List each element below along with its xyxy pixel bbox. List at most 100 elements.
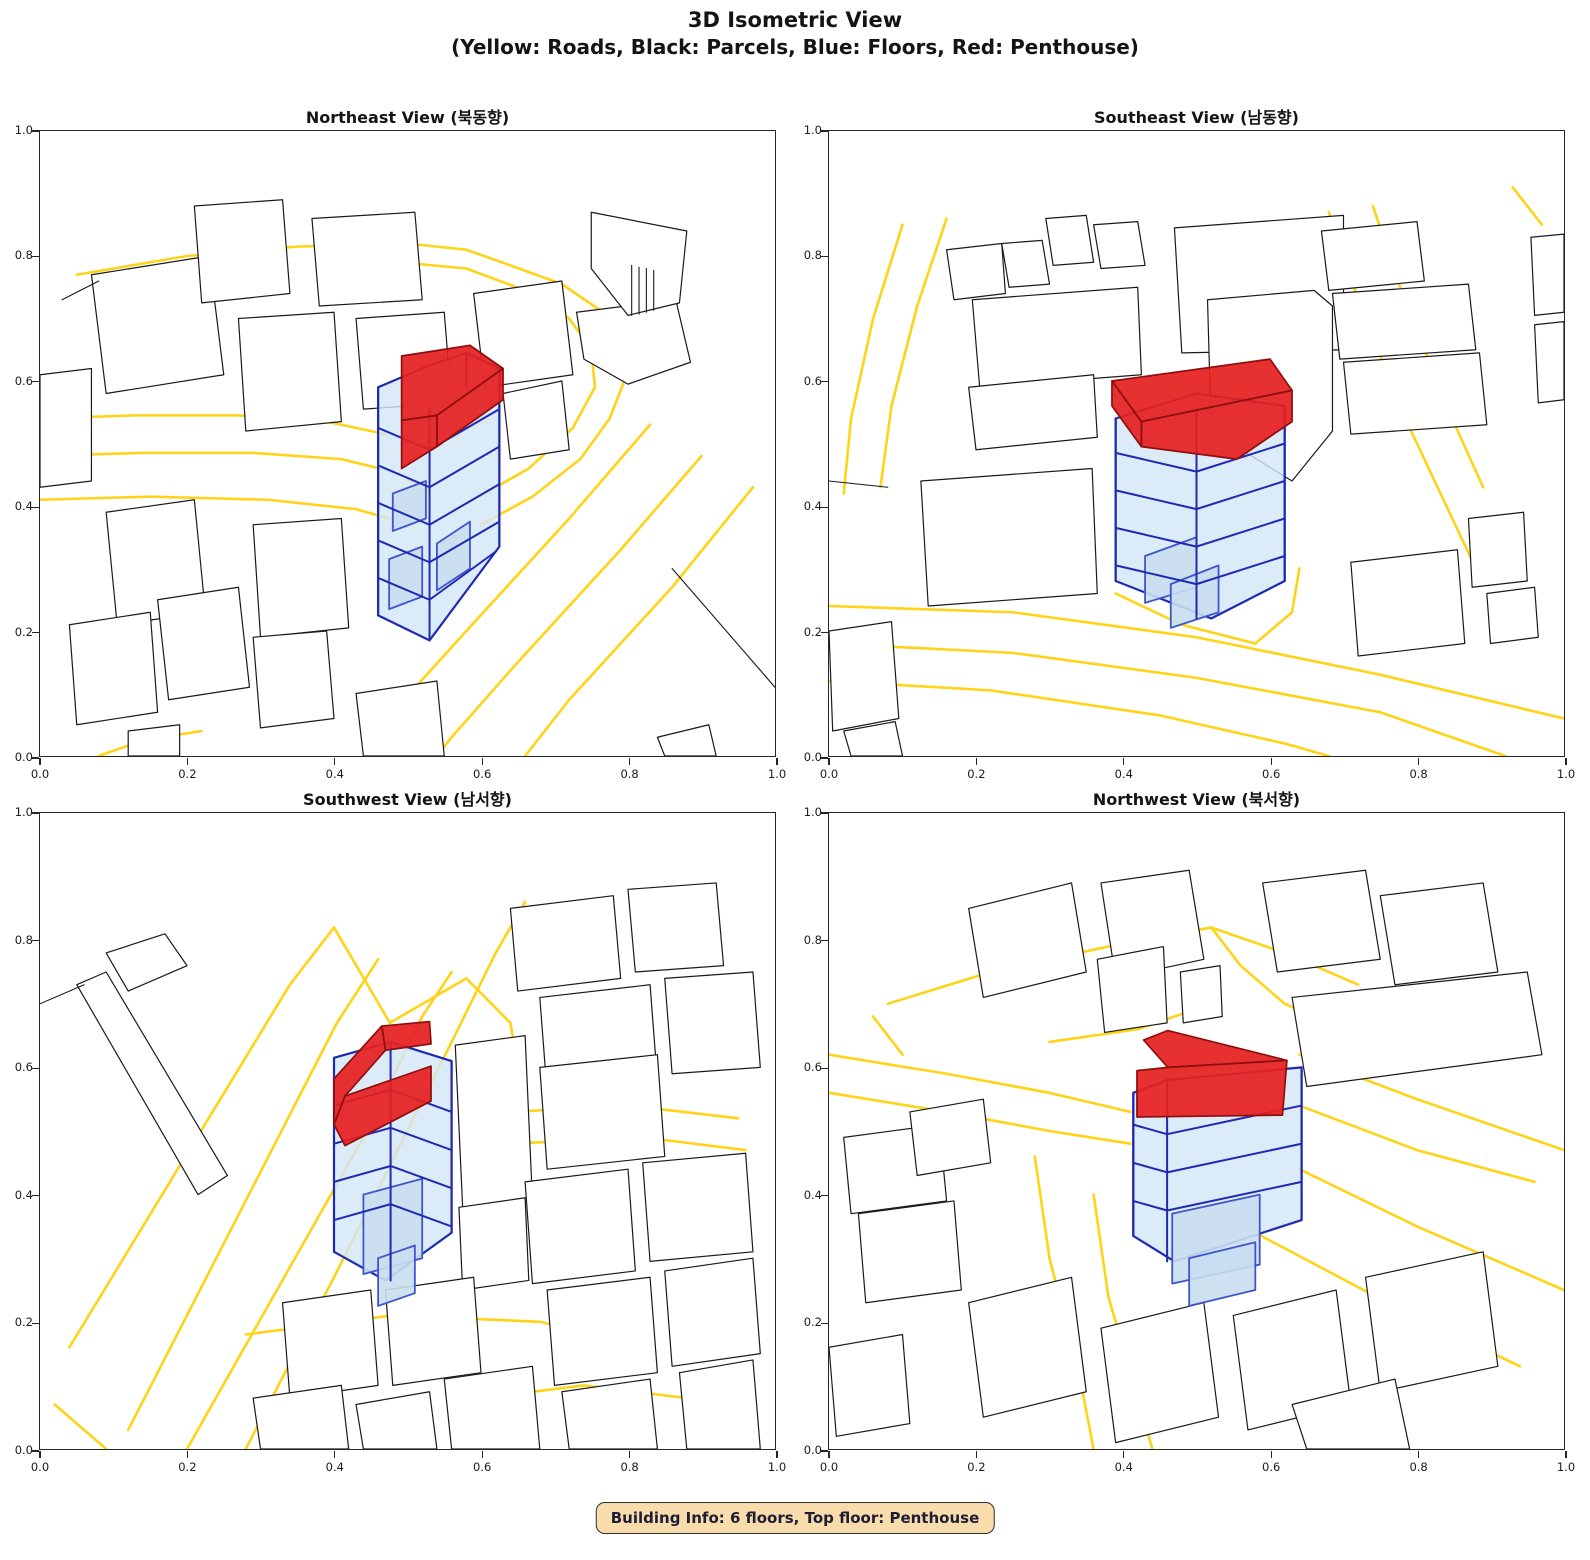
parcel-outline [77, 972, 228, 1195]
parcel-outline [540, 1055, 665, 1169]
parcel-outline [1180, 966, 1222, 1023]
road-line [829, 606, 1564, 719]
y-tick-label: 0.4 [803, 1187, 822, 1202]
y-tick-label: 1.0 [14, 123, 33, 137]
parcel-outline [1101, 870, 1204, 978]
parcel-outline [969, 883, 1087, 997]
x-tick-label: 0.0 [819, 767, 839, 781]
x-tick-label: 0.0 [30, 1460, 50, 1474]
x-tick-label: 0.2 [967, 1460, 986, 1474]
parcel-outline [665, 972, 761, 1074]
parcel-outline [91, 256, 223, 394]
subplot-title-northeast: Northeast View (북동향) [305, 108, 510, 127]
subplot-title-northwest: Northwest View (북서향) [1092, 790, 1301, 809]
y-tick-mark [821, 130, 828, 132]
y-tick-mark [821, 1450, 828, 1452]
parcel-outline [1531, 234, 1564, 315]
x-tick-mark [1270, 758, 1272, 765]
y-tick-label: 0.0 [803, 750, 822, 764]
x-tick-label: 0.8 [1409, 1460, 1428, 1474]
y-tick-label: 1.0 [803, 805, 822, 819]
road-line [1299, 1169, 1564, 1290]
parcel-outline [643, 1153, 753, 1261]
y-tick-mark [32, 255, 39, 258]
road-line [1116, 569, 1300, 644]
penthouse-face [1112, 381, 1141, 447]
parcel-outline [1046, 215, 1094, 265]
x-tick-mark [186, 1451, 189, 1458]
x-tick-mark [975, 758, 978, 765]
road-line [69, 927, 334, 1347]
parcel-outline [1101, 1303, 1219, 1443]
parcel-outline [1468, 512, 1527, 587]
parcel-outline [1332, 284, 1475, 359]
parcel-outline [1366, 1252, 1498, 1392]
road-line [829, 1055, 1130, 1112]
subplot-northeast: Northeast View (북동향) 0.0 0.0 0.2 0.2 0.4 0.4 0… [15, 108, 786, 781]
parcel-outline [910, 1099, 991, 1175]
x-tick-label: 1.0 [1556, 1460, 1576, 1474]
y-tick-label: 0.8 [14, 248, 33, 263]
parcel-outline [858, 1201, 961, 1303]
road-line [437, 456, 702, 756]
x-tick-mark [776, 758, 778, 765]
y-tick-mark [32, 939, 39, 942]
y-tick-mark [32, 1195, 39, 1197]
road-line [1299, 1106, 1534, 1182]
y-tick-label: 0.4 [14, 499, 33, 514]
building-floor-annex [378, 1245, 415, 1305]
y-tick-label: 0.0 [803, 1443, 822, 1457]
y-tick-mark [821, 506, 828, 508]
y-tick-label: 0.0 [14, 750, 33, 764]
parcel-outline [1351, 550, 1465, 656]
parcel-outline [510, 896, 620, 991]
parcel-outline [525, 1169, 635, 1283]
x-tick-mark [628, 758, 631, 765]
y-tick-label: 0.8 [14, 932, 33, 947]
parcel-outline [158, 587, 250, 700]
parcel-outline [947, 244, 1006, 300]
road-line [829, 644, 1505, 757]
y-tick-mark [821, 631, 828, 634]
x-tick-label: 1.0 [767, 1460, 787, 1474]
y-tick-label: 0.0 [14, 1443, 33, 1457]
parcel-outline [106, 934, 187, 991]
figure-title: 3D Isometric View (Yellow: Roads, Black:… [0, 6, 1590, 61]
road-line [873, 1017, 902, 1055]
penthouse-face [402, 415, 437, 468]
y-tick-label: 0.2 [14, 1315, 33, 1330]
y-tick-mark [821, 1195, 828, 1197]
y-tick-mark [32, 381, 39, 383]
x-tick-mark [628, 1451, 631, 1458]
x-tick-mark [828, 1451, 830, 1458]
road-line [844, 225, 903, 494]
x-tick-label: 0.6 [1262, 767, 1281, 781]
parcel-outline [1487, 587, 1538, 643]
parcel-outline [628, 883, 724, 972]
y-tick-label: 0.6 [14, 1060, 33, 1075]
y-tick-mark [32, 130, 39, 132]
x-tick-label: 0.0 [30, 767, 50, 781]
road-line [829, 681, 1329, 756]
parcel-outline [253, 631, 334, 728]
parcel-outline [356, 1392, 437, 1449]
parcel-outline [238, 312, 341, 431]
x-tick-label: 0.6 [1262, 1460, 1281, 1474]
subplot-southwest: Southwest View (남서향) 0.0 0.0 0.2 0.2 0.4 0.4 0… [15, 790, 786, 1474]
x-tick-mark [975, 1451, 978, 1458]
building-floor-annex [1189, 1242, 1255, 1306]
subplot-title-southwest: Southwest View (남서향) [303, 790, 512, 809]
y-tick-mark [821, 381, 828, 383]
building-floor-annex [393, 481, 426, 531]
parcel-outline [444, 1366, 540, 1449]
parcel-outline [1097, 947, 1167, 1033]
y-tick-mark [821, 757, 828, 759]
parcel-outline [40, 369, 91, 488]
x-tick-mark [1417, 1451, 1420, 1458]
x-tick-label: 0.2 [967, 767, 986, 781]
y-tick-mark [32, 506, 39, 508]
x-tick-label: 1.0 [1556, 767, 1576, 781]
x-tick-mark [481, 758, 483, 765]
parcel-outline [459, 1198, 529, 1290]
parcel-outline [679, 1360, 760, 1449]
